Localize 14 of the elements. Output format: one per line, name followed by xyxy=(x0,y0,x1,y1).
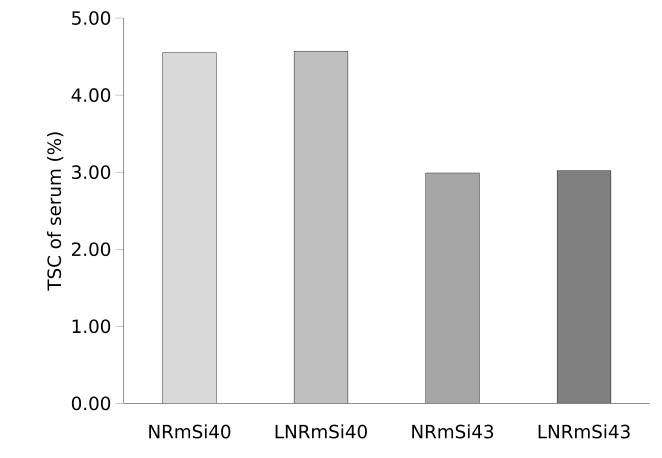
y-tick-label: 1.00 xyxy=(72,319,110,333)
y-tick-label: 2.00 xyxy=(72,242,110,256)
bar xyxy=(162,52,217,404)
x-tick-label: LNRmSi40 xyxy=(276,424,367,438)
y-tick-label: 4.00 xyxy=(72,88,110,102)
y-axis-title: TSC of serum (%) xyxy=(47,132,64,290)
bar xyxy=(425,172,480,404)
y-tick-label: 0.00 xyxy=(72,396,110,410)
bar xyxy=(294,50,348,404)
y-tick-label: 5.00 xyxy=(72,10,110,25)
y-tick-label: 3.00 xyxy=(72,165,110,179)
x-tick-label: LNRmSi43 xyxy=(538,424,630,438)
x-tick-label: NRmSi40 xyxy=(149,424,230,438)
x-tick-label: NRmSi43 xyxy=(412,424,494,438)
